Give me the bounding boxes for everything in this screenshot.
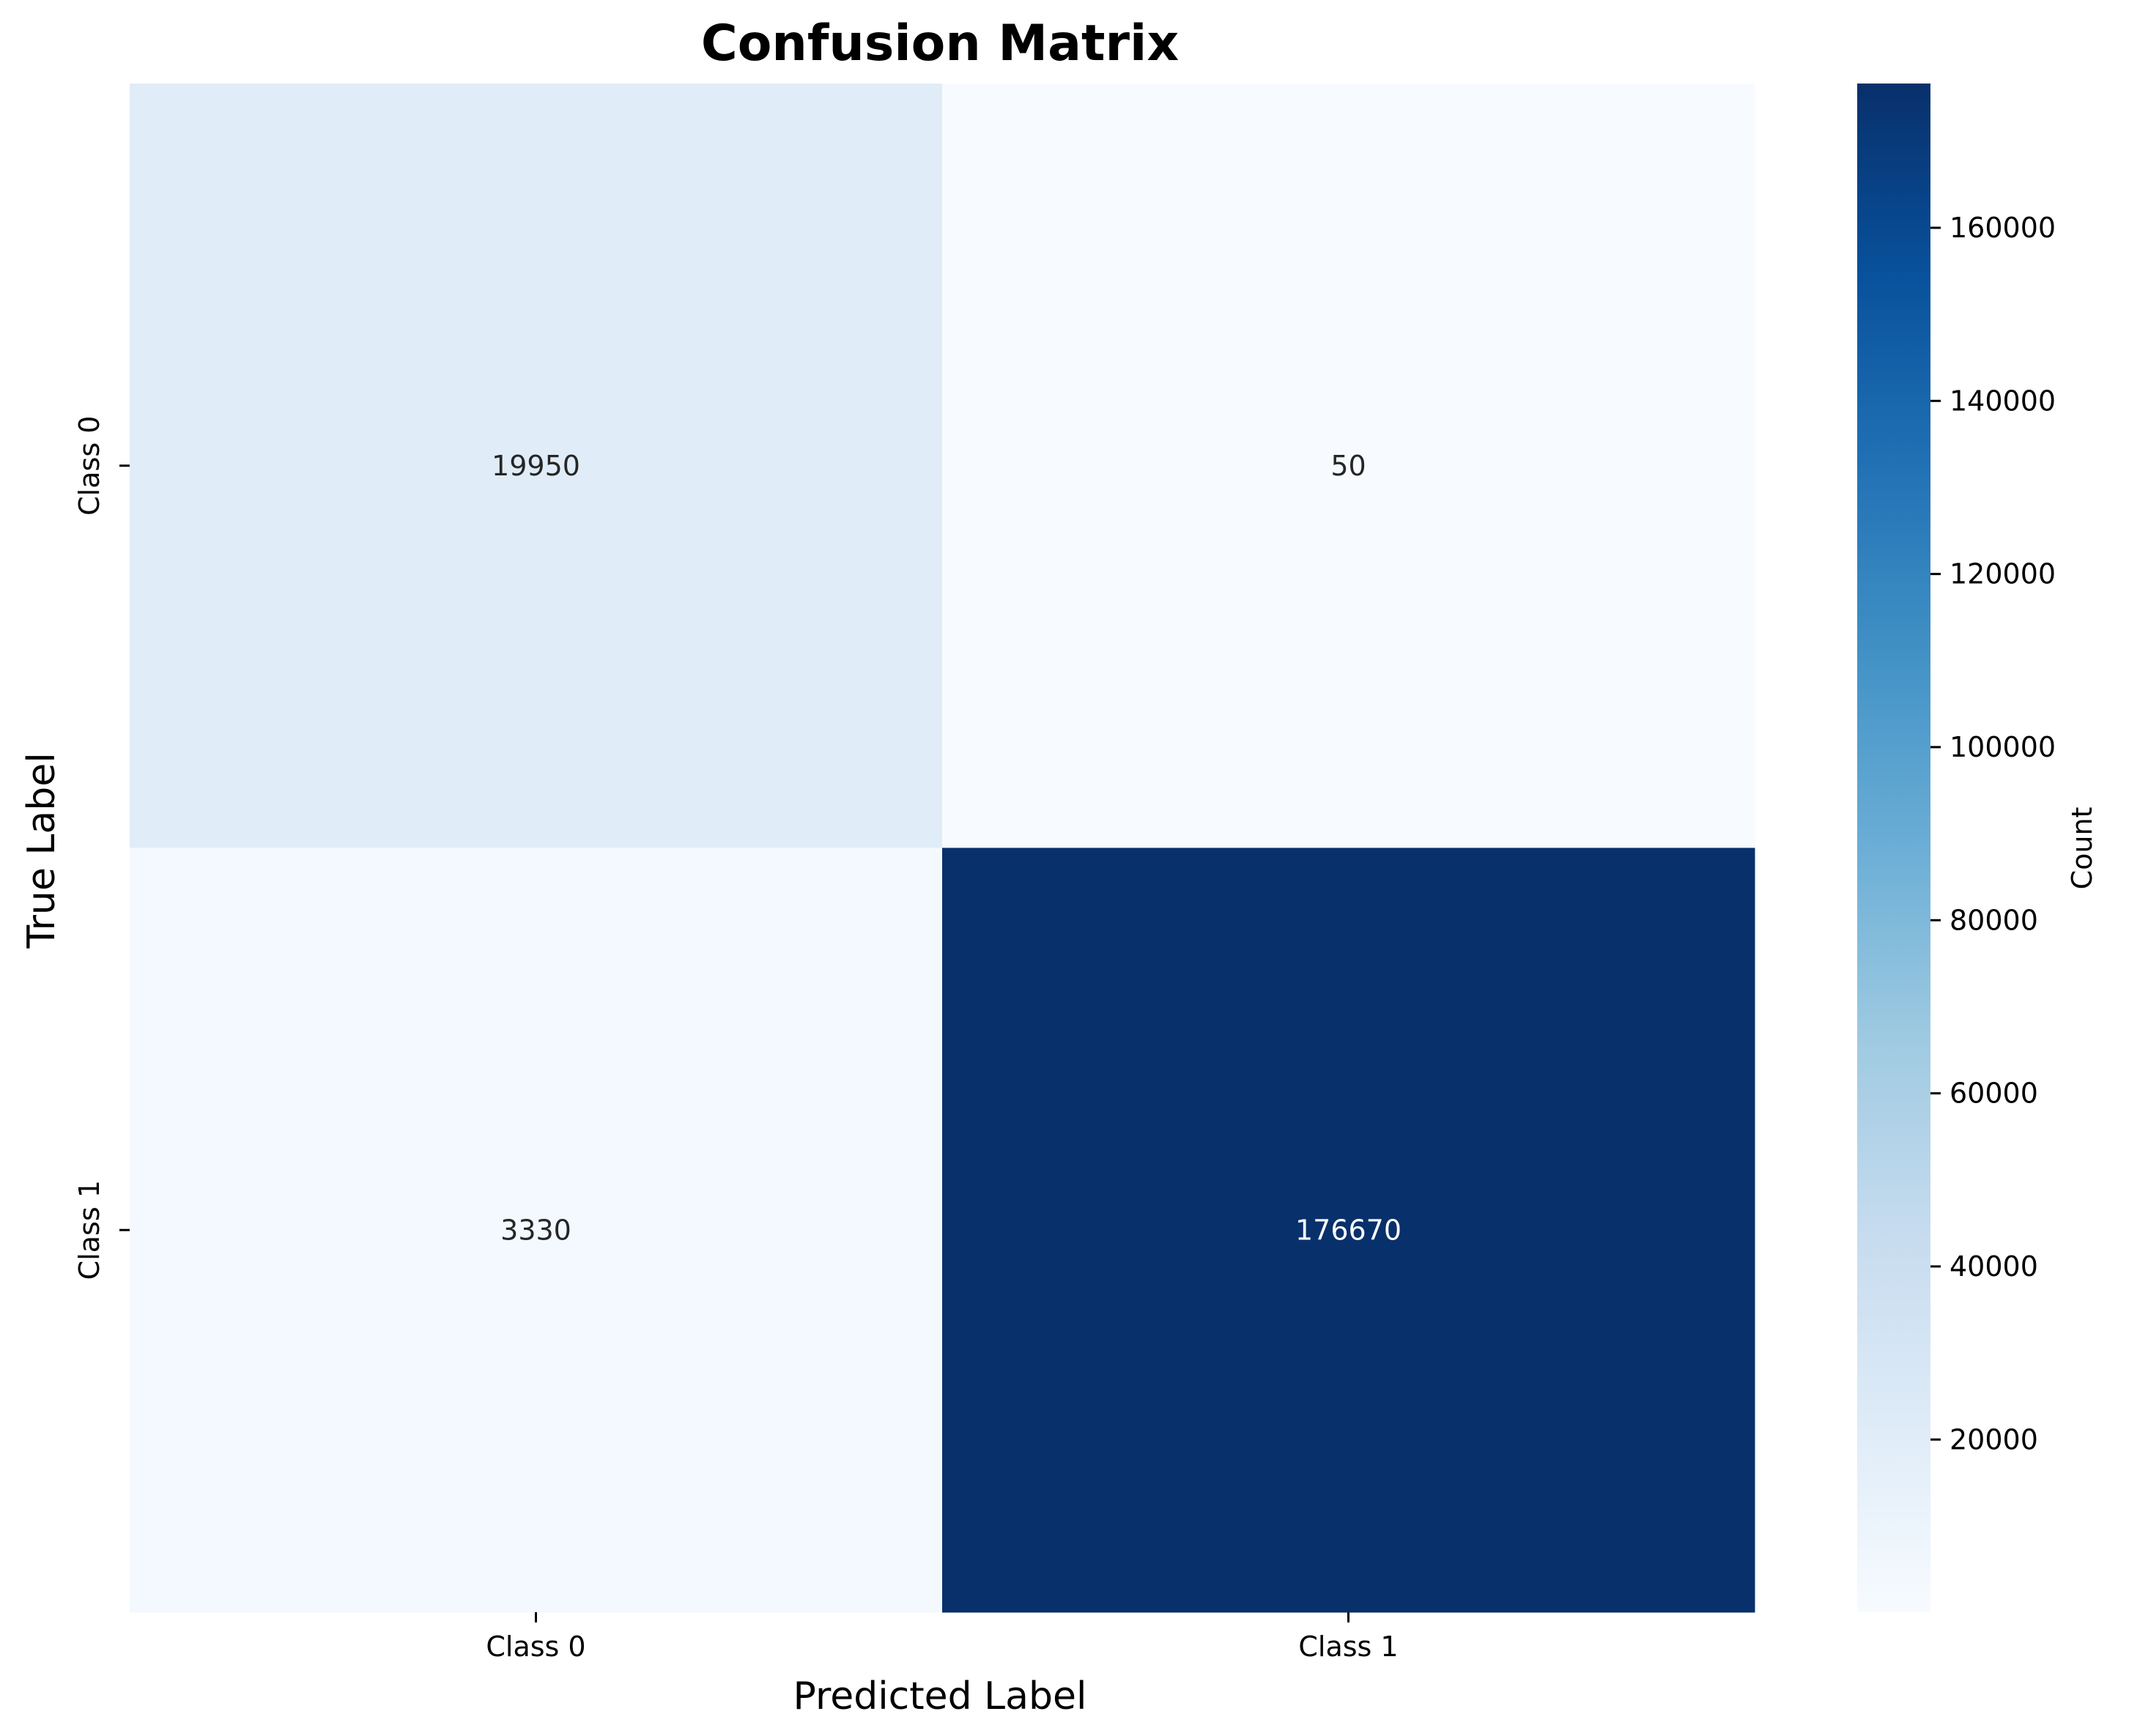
colorbar <box>1857 84 1930 1612</box>
colorbar-tick-label: 20000 <box>1950 1423 2038 1455</box>
cell-annotation: 50 <box>1330 450 1366 482</box>
colorbar-tick-label: 80000 <box>1950 904 2038 936</box>
heatmap-cell <box>942 84 1755 848</box>
colorbar-tick-label: 120000 <box>1950 558 2056 590</box>
cell-annotation: 19950 <box>492 450 580 482</box>
heatmap-cell <box>942 847 1755 1613</box>
x-axis-label: Predicted Label <box>793 1674 1087 1718</box>
colorbar-tick-label: 60000 <box>1950 1077 2038 1110</box>
heatmap-cells <box>130 84 1755 1613</box>
x-axis-ticks: Class 0 Class 1 <box>486 1612 1399 1663</box>
x-tick-label: Class 1 <box>1298 1631 1398 1663</box>
colorbar-tick-label: 40000 <box>1950 1250 2038 1283</box>
cell-annotation: 3330 <box>500 1214 571 1246</box>
colorbar-tick-label: 160000 <box>1950 212 2056 244</box>
y-tick-label: Class 0 <box>73 416 105 516</box>
colorbar-tick-label: 100000 <box>1950 731 2056 763</box>
colorbar-ticks: 20000 40000 60000 80000 100000 120000 140000 16… <box>1930 212 2056 1455</box>
y-tick-label: Class 1 <box>73 1180 105 1280</box>
colorbar-tick-label: 140000 <box>1950 385 2056 417</box>
y-axis-ticks: Class 0 Class 1 <box>73 416 130 1280</box>
colorbar-label: Count <box>2066 807 2098 890</box>
x-tick-label: Class 0 <box>486 1631 585 1663</box>
cell-annotations: 19950 50 3330 176670 <box>492 450 1402 1247</box>
cell-annotation: 176670 <box>1295 1214 1402 1246</box>
heatmap-cell <box>130 847 943 1613</box>
y-axis-label: True Label <box>20 752 64 949</box>
heatmap-cell <box>130 84 943 848</box>
chart-title: Confusion Matrix <box>701 15 1179 73</box>
